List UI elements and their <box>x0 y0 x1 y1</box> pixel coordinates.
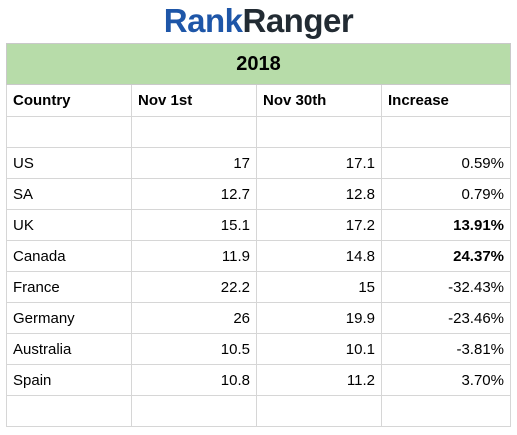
nov-1st-cell: 10.5 <box>131 333 257 365</box>
nov-30th-cell: 12.8 <box>256 178 382 210</box>
nov-30th-cell: 11.2 <box>256 364 382 396</box>
header-increase: Increase <box>381 84 511 117</box>
country-cell: Germany <box>6 302 132 334</box>
empty-cell <box>381 116 511 148</box>
empty-cell <box>6 116 132 148</box>
nov-1st-cell: 22.2 <box>131 271 257 303</box>
empty-row <box>6 116 511 148</box>
country-cell: Spain <box>6 364 132 396</box>
nov-30th-cell: 10.1 <box>256 333 382 365</box>
year-header-row: 2018 <box>6 43 511 85</box>
increase-cell: -23.46% <box>381 302 511 334</box>
country-cell: Canada <box>6 240 132 272</box>
column-header-row: Country Nov 1st Nov 30th Increase <box>6 84 511 117</box>
country-cell: US <box>6 147 132 179</box>
table-row: US 17 17.1 0.59% <box>6 147 511 179</box>
nov-30th-cell: 14.8 <box>256 240 382 272</box>
table-row: France 22.2 15 -32.43% <box>6 271 511 303</box>
logo-wordmark: RankRanger <box>163 1 354 41</box>
table-row: Germany 26 19.9 -23.46% <box>6 302 511 334</box>
table-row: Spain 10.8 11.2 3.70% <box>6 364 511 396</box>
country-cell: France <box>6 271 132 303</box>
nov-30th-cell: 17.2 <box>256 209 382 241</box>
country-cell: UK <box>6 209 132 241</box>
logo-ranger-text: Ranger <box>242 2 354 39</box>
nov-1st-cell: 11.9 <box>131 240 257 272</box>
increase-cell: 3.70% <box>381 364 511 396</box>
nov-1st-cell: 12.7 <box>131 178 257 210</box>
increase-cell: 0.79% <box>381 178 511 210</box>
country-cell: SA <box>6 178 132 210</box>
nov-1st-cell: 26 <box>131 302 257 334</box>
increase-cell: -3.81% <box>381 333 511 365</box>
increase-cell: -32.43% <box>381 271 511 303</box>
empty-cell <box>6 395 132 427</box>
nov-1st-cell: 15.1 <box>131 209 257 241</box>
logo-rank-text: Rank <box>163 2 243 39</box>
increase-cell: 13.91% <box>381 209 511 241</box>
table-row: Australia 10.5 10.1 -3.81% <box>6 333 511 365</box>
nov-1st-cell: 10.8 <box>131 364 257 396</box>
header-nov-1st: Nov 1st <box>131 84 257 117</box>
header-country: Country <box>6 84 132 117</box>
empty-row <box>6 395 511 427</box>
empty-cell <box>131 116 257 148</box>
empty-cell <box>131 395 257 427</box>
increase-cell: 0.59% <box>381 147 511 179</box>
empty-cell <box>256 395 382 427</box>
rankings-table: 2018 Country Nov 1st Nov 30th Increase U… <box>6 43 511 427</box>
empty-cell <box>381 395 511 427</box>
year-cell: 2018 <box>6 43 511 85</box>
nov-30th-cell: 17.1 <box>256 147 382 179</box>
table-row: Canada 11.9 14.8 24.37% <box>6 240 511 272</box>
header-nov-30th: Nov 30th <box>256 84 382 117</box>
nov-30th-cell: 15 <box>256 271 382 303</box>
rankranger-logo: RankRanger <box>0 0 517 42</box>
table-row: SA 12.7 12.8 0.79% <box>6 178 511 210</box>
table-row: UK 15.1 17.2 13.91% <box>6 209 511 241</box>
country-cell: Australia <box>6 333 132 365</box>
increase-cell: 24.37% <box>381 240 511 272</box>
nov-1st-cell: 17 <box>131 147 257 179</box>
nov-30th-cell: 19.9 <box>256 302 382 334</box>
empty-cell <box>256 116 382 148</box>
